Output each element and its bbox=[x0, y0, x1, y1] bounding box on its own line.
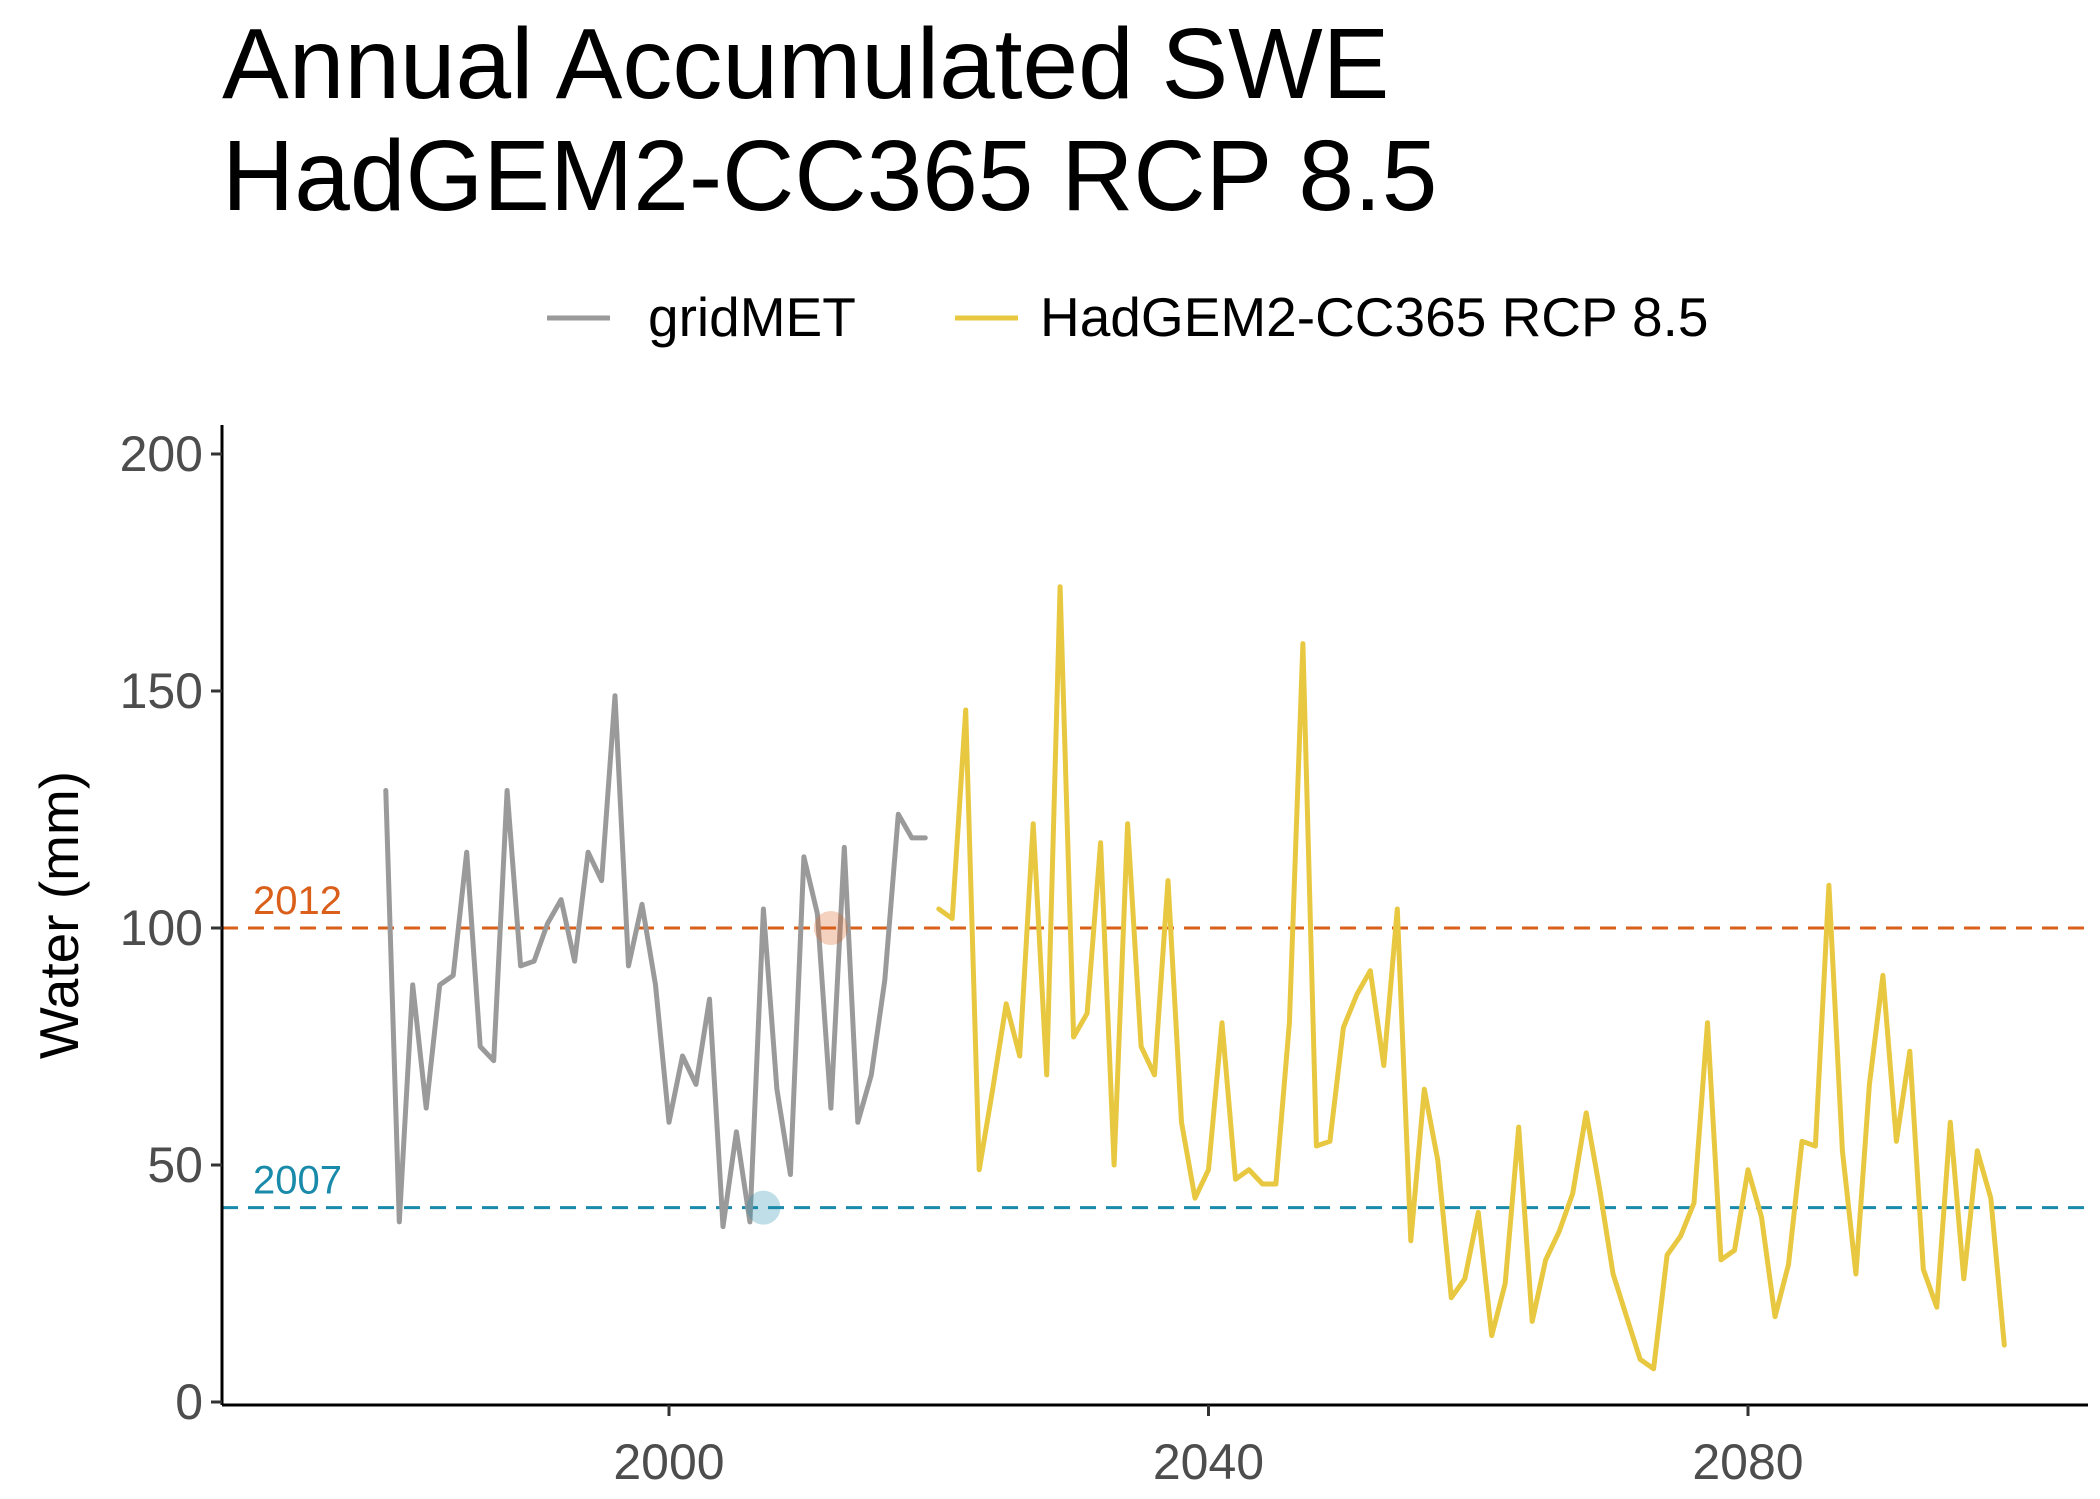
x-tick-label-2040: 2040 bbox=[1153, 1434, 1264, 1490]
y-tick-label-150: 150 bbox=[120, 663, 203, 719]
series-line-1 bbox=[936, 584, 2007, 1372]
x-tick-label-2080: 2080 bbox=[1692, 1434, 1803, 1490]
reference-marker-2012 bbox=[813, 911, 848, 945]
x-tick-label-2000: 2000 bbox=[613, 1434, 724, 1490]
chart-title-line-2: HadGEM2-CC365 RCP 8.5 bbox=[222, 120, 1438, 232]
y-tick-label-200: 200 bbox=[120, 426, 203, 482]
y-tick-label-100: 100 bbox=[120, 900, 203, 956]
y-tick-label-0: 0 bbox=[175, 1374, 203, 1430]
reference-line-label-2012: 2012 bbox=[253, 879, 342, 923]
reference-marker-2007 bbox=[746, 1190, 781, 1225]
chart-title-line-1: Annual Accumulated SWE bbox=[222, 8, 1390, 120]
reference-line-label-2007: 2007 bbox=[253, 1159, 342, 1203]
y-tick-label-50: 50 bbox=[147, 1137, 203, 1193]
series-line-0 bbox=[383, 693, 928, 1230]
legend-label-0: gridMET bbox=[648, 286, 856, 348]
y-axis-label: Water (mm) bbox=[28, 771, 90, 1059]
legend-label-1: HadGEM2-CC365 RCP 8.5 bbox=[1040, 286, 1708, 348]
